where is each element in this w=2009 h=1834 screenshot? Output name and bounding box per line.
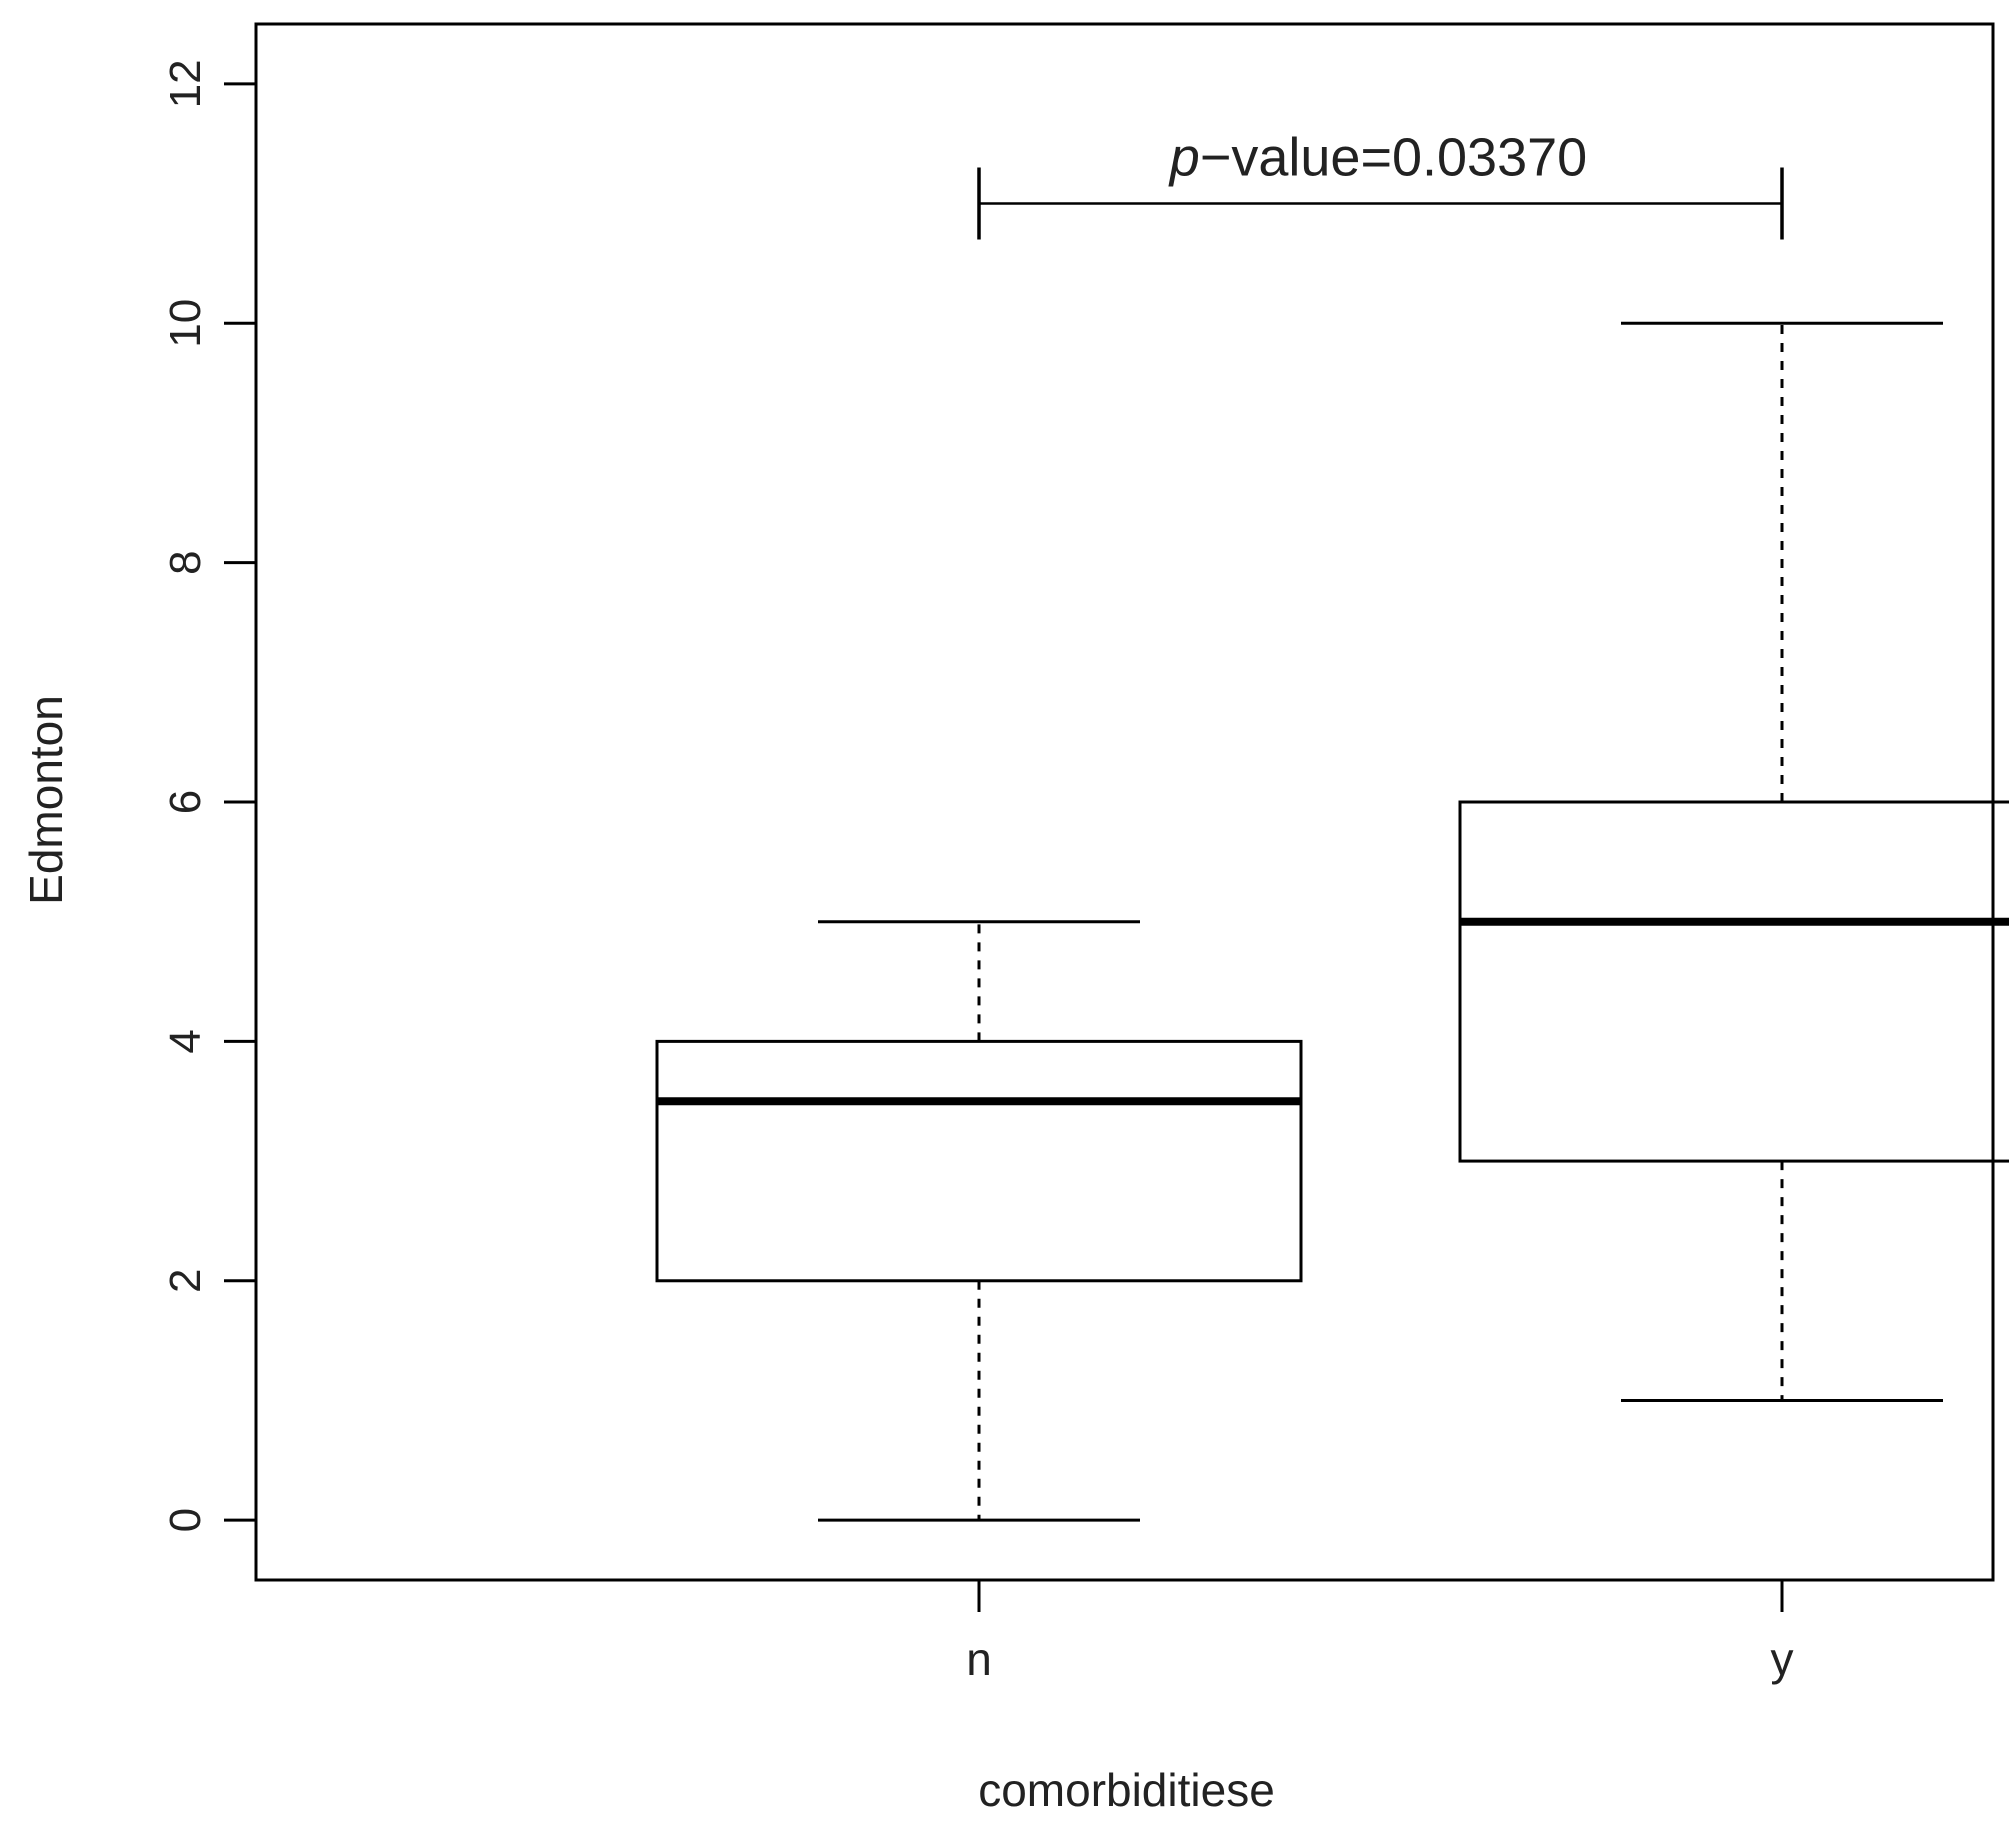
- y-tick-label-6: 6: [161, 790, 210, 814]
- box-group-n: [655, 920, 1303, 1522]
- y-tick-label-0: 0: [161, 1508, 210, 1532]
- p-value-annotation: p−value=0.03370: [1168, 128, 1587, 188]
- y-tick-label-4: 4: [161, 1029, 210, 1053]
- axes-layer: 0 2 4 6 8 10 12 n y comorbiditiese Edmonton: [20, 22, 1995, 1816]
- box-n: [655, 1039, 1303, 1283]
- p-value-text: −value=0.03370: [1200, 128, 1587, 188]
- x-tick-label-y: y: [1771, 1633, 1794, 1685]
- y-tick-label-10: 10: [161, 299, 210, 348]
- annotation-layer: p−value=0.03370: [977, 128, 1784, 240]
- p-value-symbol: p: [1168, 128, 1200, 188]
- y-axis-title: Edmonton: [20, 695, 72, 905]
- y-tick-label-12: 12: [161, 59, 210, 108]
- box-group-y: [1458, 321, 2009, 1402]
- boxes-layer: [655, 321, 2009, 1522]
- x-tick-label-n: n: [966, 1633, 992, 1685]
- box-y: [1458, 800, 2009, 1163]
- y-tick-label-2: 2: [161, 1269, 210, 1293]
- y-tick-label-8: 8: [161, 550, 210, 574]
- x-axis-title: comorbiditiese: [978, 1764, 1275, 1816]
